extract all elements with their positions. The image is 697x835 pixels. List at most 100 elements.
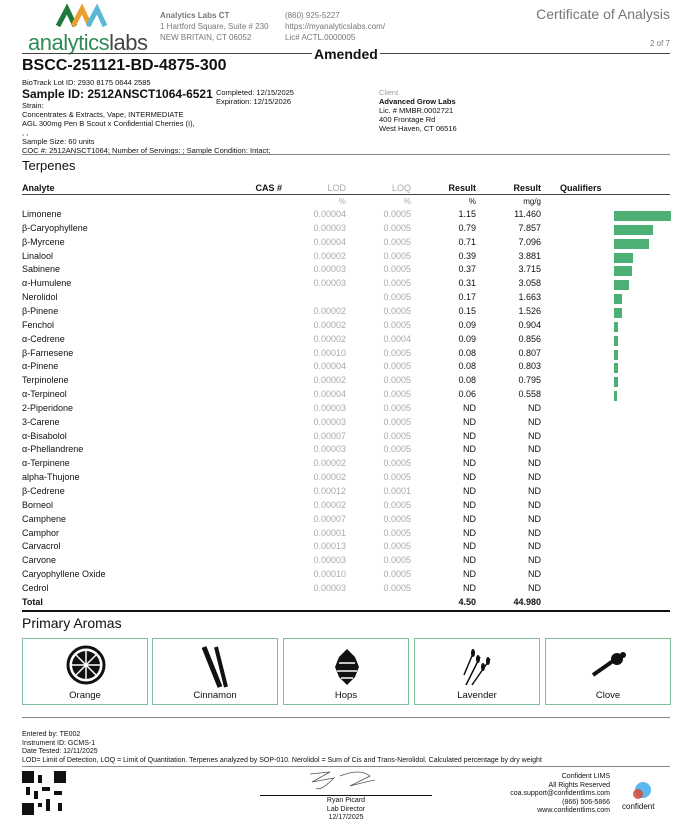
qr-code-icon xyxy=(22,771,66,815)
analyte-name: Caryophyllene Oxide xyxy=(22,569,106,580)
analyte-name: Carvone xyxy=(22,555,57,566)
analyte-name: α-Pinene xyxy=(22,361,59,372)
table-row: β-Cedrene 0.00012 0.0001 ND ND xyxy=(22,486,670,500)
result-mg: ND xyxy=(528,472,541,483)
signature-line xyxy=(260,795,432,796)
unit-lod: % xyxy=(338,197,346,206)
lod-value: 0.00003 xyxy=(313,582,346,593)
signer: Ryan Picard Lab Director 12/17/2025 xyxy=(326,797,366,821)
total-row: Total 4.50 44.980 xyxy=(22,597,670,611)
orange-slice-icon xyxy=(66,645,106,685)
lod-value: 0.00002 xyxy=(313,458,346,469)
table-row: β-Pinene 0.00002 0.0005 0.15 1.526 xyxy=(22,306,670,320)
analyte-name: Camphor xyxy=(22,527,60,538)
aroma-cinnamon: Cinnamon xyxy=(152,638,278,705)
loq-value: 0.0005 xyxy=(383,292,411,303)
table-row: Linalool 0.00002 0.0005 0.39 3.881 xyxy=(22,251,670,265)
loq-value: 0.0005 xyxy=(383,222,411,233)
table-row: Carvacrol 0.00013 0.0005 ND ND xyxy=(22,541,670,555)
analyte-name: β-Cedrene xyxy=(22,486,65,496)
result-pct: 0.39 xyxy=(458,250,476,261)
result-mg: ND xyxy=(528,402,541,413)
analyte-name: Terpinolene xyxy=(22,375,69,386)
lod-value: 0.00004 xyxy=(313,209,346,219)
result-mg: ND xyxy=(528,513,541,524)
lod-value: 0.00012 xyxy=(313,486,346,496)
loq-value: 0.0005 xyxy=(383,278,411,289)
table-row: Camphor 0.00001 0.0005 ND ND xyxy=(22,528,670,542)
loq-value: 0.0005 xyxy=(383,236,411,247)
table-row: Terpinolene 0.00002 0.0005 0.08 0.795 xyxy=(22,375,670,389)
lod-value: 0.00002 xyxy=(313,472,346,483)
result-mg: 0.807 xyxy=(518,347,541,358)
result-mg: ND xyxy=(528,555,541,566)
table-row: Cedrol 0.00003 0.0005 ND ND xyxy=(22,583,670,597)
result-pct: 0.31 xyxy=(458,278,476,289)
result-pct: 0.09 xyxy=(458,319,476,330)
lod-value: 0.00002 xyxy=(313,319,346,330)
result-pct: 0.08 xyxy=(458,361,476,372)
analyte-name: α-Terpinene xyxy=(22,458,70,469)
result-mg: ND xyxy=(528,444,541,455)
lod-value: 0.00002 xyxy=(313,499,346,510)
analyte-name: Borneol xyxy=(22,499,54,510)
qualifier-bar xyxy=(614,391,617,402)
loq-value: 0.0001 xyxy=(383,486,411,496)
total-mg: 44.980 xyxy=(513,597,541,607)
divider xyxy=(22,154,670,155)
result-mg: 0.803 xyxy=(518,361,541,372)
qualifier-bar xyxy=(614,363,618,374)
table-row: Fenchol 0.00002 0.0005 0.09 0.904 xyxy=(22,320,670,334)
table-row: β-Caryophyllene 0.00003 0.0005 0.79 7.857 xyxy=(22,223,670,237)
result-mg: ND xyxy=(528,527,541,538)
result-mg: 0.795 xyxy=(518,375,541,386)
loq-value: 0.0005 xyxy=(383,402,411,413)
lod-value: 0.00002 xyxy=(313,305,346,316)
loq-value: 0.0005 xyxy=(383,319,411,330)
qualifier-bar xyxy=(614,238,650,249)
analyte-name: α-Cedrene xyxy=(22,333,65,344)
analyte-name: Linalool xyxy=(22,250,54,261)
lod-value: 0.00004 xyxy=(313,389,346,400)
lod-value: 0.00010 xyxy=(313,569,346,580)
analyte-name: β-Farnesene xyxy=(22,347,74,358)
table-row: α-Bisabolol 0.00007 0.0005 ND ND xyxy=(22,431,670,445)
loq-value: 0.0005 xyxy=(383,264,411,275)
header-lod: LOD xyxy=(327,183,346,193)
table-row: α-Cedrene 0.00002 0.0004 0.09 0.856 xyxy=(22,334,670,348)
result-mg: ND xyxy=(528,486,541,496)
qualifier-bar xyxy=(614,266,633,277)
table-row: α-Pinene 0.00004 0.0005 0.08 0.803 xyxy=(22,361,670,375)
analyte-name: 3-Carene xyxy=(22,416,60,427)
table-row: Limonene 0.00004 0.0005 1.15 11.460 xyxy=(22,209,671,223)
result-mg: 3.715 xyxy=(518,264,541,275)
qualifier-bar xyxy=(614,294,623,305)
table-row: Nerolidol 0.0005 0.17 1.663 xyxy=(22,292,670,306)
table-row: Caryophyllene Oxide 0.00010 0.0005 ND ND xyxy=(22,569,670,583)
lod-value: 0.00003 xyxy=(313,416,346,427)
qualifier-bar xyxy=(614,335,619,346)
aroma-label: Orange xyxy=(69,690,101,701)
cinnamon-stick-icon xyxy=(201,646,228,688)
analyte-name: alpha-Thujone xyxy=(22,472,80,483)
analyte-name: Fenchol xyxy=(22,319,55,330)
qualifier-bar xyxy=(614,211,671,221)
aroma-hops: Hops xyxy=(283,638,409,705)
sample-details: Strain: Concentrates & Extracts, Vape, IN… xyxy=(22,101,271,155)
result-pct: ND xyxy=(463,569,476,580)
result-mg: 11.460 xyxy=(514,209,541,219)
lod-value: 0.00007 xyxy=(313,513,346,524)
analyte-name: Limonene xyxy=(22,209,62,219)
batch-id: BSCC-251121-BD-4875-300 xyxy=(22,57,227,74)
result-pct: ND xyxy=(463,416,476,427)
analyte-name: Cedrol xyxy=(22,582,49,593)
loq-value: 0.0005 xyxy=(383,305,411,316)
loq-value: 0.0004 xyxy=(383,333,411,344)
aromas-title: Primary Aromas xyxy=(22,615,122,631)
analyte-name: α-Humulene xyxy=(22,278,72,289)
result-pct: 0.06 xyxy=(458,389,476,400)
client-info: Client Advanced Grow Labs Lic. # MMBR.0002… xyxy=(379,88,457,133)
document-title: Certificate of Analysis xyxy=(536,6,670,22)
result-mg: 0.904 xyxy=(518,319,541,330)
lod-value: 0.00003 xyxy=(313,222,346,233)
